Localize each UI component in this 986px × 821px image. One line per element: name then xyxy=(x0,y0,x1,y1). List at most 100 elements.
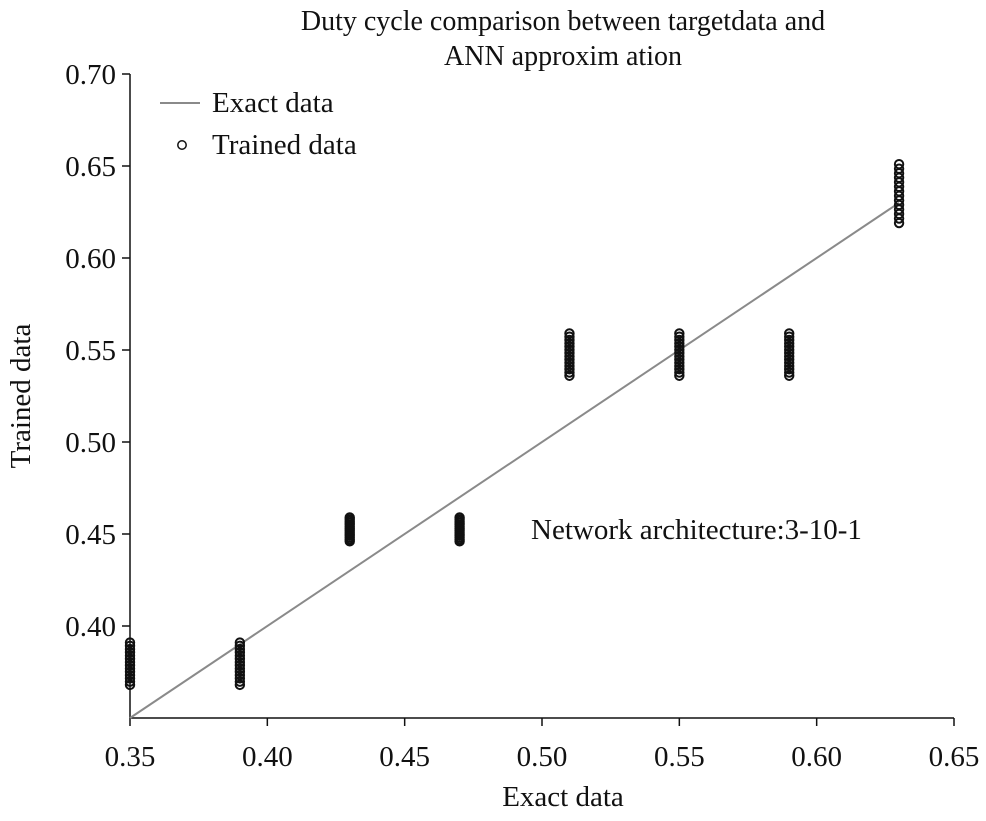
trained-data-cluster xyxy=(124,637,136,691)
trained-data-point xyxy=(784,328,795,339)
trained-data-point xyxy=(234,656,246,668)
x-tick-label: 0.60 xyxy=(791,741,842,773)
trained-data-point xyxy=(564,341,575,352)
trained-data-point xyxy=(124,673,136,684)
trained-data-point xyxy=(124,650,136,661)
x-tick-label: 0.65 xyxy=(929,741,980,773)
trained-data-point xyxy=(234,640,246,652)
trained-data-point xyxy=(674,341,685,352)
y-axis-label: Trained data xyxy=(5,324,37,469)
trained-data-point xyxy=(674,331,685,342)
trained-data-point xyxy=(564,347,575,359)
y-tick-label: 0.45 xyxy=(65,519,116,551)
trained-data-point xyxy=(674,354,685,365)
trained-data-point xyxy=(124,676,136,687)
trained-data-point xyxy=(564,351,575,362)
trained-data-cluster xyxy=(674,328,685,381)
trained-data-point xyxy=(893,158,905,170)
x-tick-label: 0.55 xyxy=(654,741,705,773)
trained-data-point xyxy=(674,360,685,372)
legend-label-exact: Exact data xyxy=(212,87,334,119)
trained-data-point xyxy=(124,666,136,678)
x-tick-label: 0.35 xyxy=(105,741,156,773)
trained-data-point xyxy=(234,673,246,684)
trained-data-point xyxy=(234,660,246,671)
x-tick-label: 0.40 xyxy=(242,741,293,773)
legend-marker-swatch xyxy=(177,140,187,150)
y-tick-label: 0.50 xyxy=(65,427,116,459)
y-tick-label: 0.55 xyxy=(65,335,116,367)
trained-data-point xyxy=(234,666,246,678)
legend: Exact data Trained data xyxy=(160,87,357,161)
y-tick-label: 0.70 xyxy=(65,59,116,91)
trained-data-point xyxy=(784,344,795,355)
y-tick-label: 0.60 xyxy=(65,243,116,275)
trained-data-point xyxy=(564,338,575,349)
trained-data-point xyxy=(234,653,246,665)
x-tick-label: 0.45 xyxy=(379,741,430,773)
trained-data-point xyxy=(124,647,136,658)
trained-data-series xyxy=(124,158,905,691)
trained-data-point xyxy=(784,354,795,365)
trained-data-point xyxy=(234,676,246,687)
trained-data-point xyxy=(674,344,685,355)
axes: Exact data Trained data xyxy=(5,74,954,813)
trained-data-point xyxy=(674,357,685,368)
trained-data-point xyxy=(234,663,246,674)
trained-data-point xyxy=(124,679,136,691)
y-tick-label: 0.65 xyxy=(65,151,116,183)
trained-data-point xyxy=(124,643,136,655)
trained-data-point xyxy=(564,354,575,365)
trained-data-point xyxy=(784,367,795,378)
x-axis-label: Exact data xyxy=(502,781,624,813)
trained-data-point xyxy=(564,328,575,339)
trained-data-cluster xyxy=(454,512,465,547)
trained-data-point xyxy=(234,637,246,648)
trained-data-point xyxy=(124,637,136,648)
trained-data-point xyxy=(784,331,795,342)
trained-data-point xyxy=(674,334,685,346)
trained-data-point xyxy=(564,360,575,372)
trained-data-cluster xyxy=(893,158,905,229)
trained-data-point xyxy=(674,370,685,381)
trained-data-point xyxy=(234,643,246,655)
trained-data-point xyxy=(784,364,795,375)
trained-data-point xyxy=(124,656,136,668)
trained-data-cluster xyxy=(784,328,795,381)
trained-data-point xyxy=(564,370,575,381)
trained-data-point xyxy=(674,367,685,378)
trained-data-point xyxy=(234,669,246,681)
trained-data-point xyxy=(564,334,575,346)
x-tick-label: 0.50 xyxy=(517,741,568,773)
trained-data-point xyxy=(124,669,136,681)
annotations: Network architecture:3-10-1 xyxy=(531,514,862,546)
trained-data-point xyxy=(893,163,905,174)
trained-data-point xyxy=(784,351,795,362)
trained-data-point xyxy=(344,512,355,523)
trained-data-cluster xyxy=(234,637,246,691)
trained-data-point xyxy=(564,367,575,378)
trained-data-point xyxy=(784,341,795,352)
trained-data-point xyxy=(564,331,575,342)
trained-data-point xyxy=(564,357,575,368)
trained-data-point xyxy=(234,647,246,658)
trained-data-point xyxy=(784,360,795,372)
chart-title-line: ANN approxim ation xyxy=(444,41,682,72)
trained-data-point xyxy=(674,364,685,375)
ticks: 0.35 0.40 0.45 0.50 0.55 0.60 0.65 0.40 0.45 0.50… xyxy=(65,59,979,773)
trained-data-cluster xyxy=(344,512,355,547)
trained-data-point xyxy=(234,679,246,691)
trained-data-point xyxy=(234,650,246,661)
trained-data-point xyxy=(674,338,685,349)
trained-data-point xyxy=(674,351,685,362)
trained-data-point xyxy=(784,357,795,368)
trained-data-point xyxy=(784,338,795,349)
trained-data-point xyxy=(564,364,575,375)
y-tick-label: 0.40 xyxy=(65,611,116,643)
trained-data-cluster xyxy=(564,328,575,381)
trained-data-point xyxy=(784,370,795,381)
legend-label-trained: Trained data xyxy=(212,129,357,161)
trained-data-point xyxy=(784,334,795,346)
trained-data-point xyxy=(674,347,685,359)
